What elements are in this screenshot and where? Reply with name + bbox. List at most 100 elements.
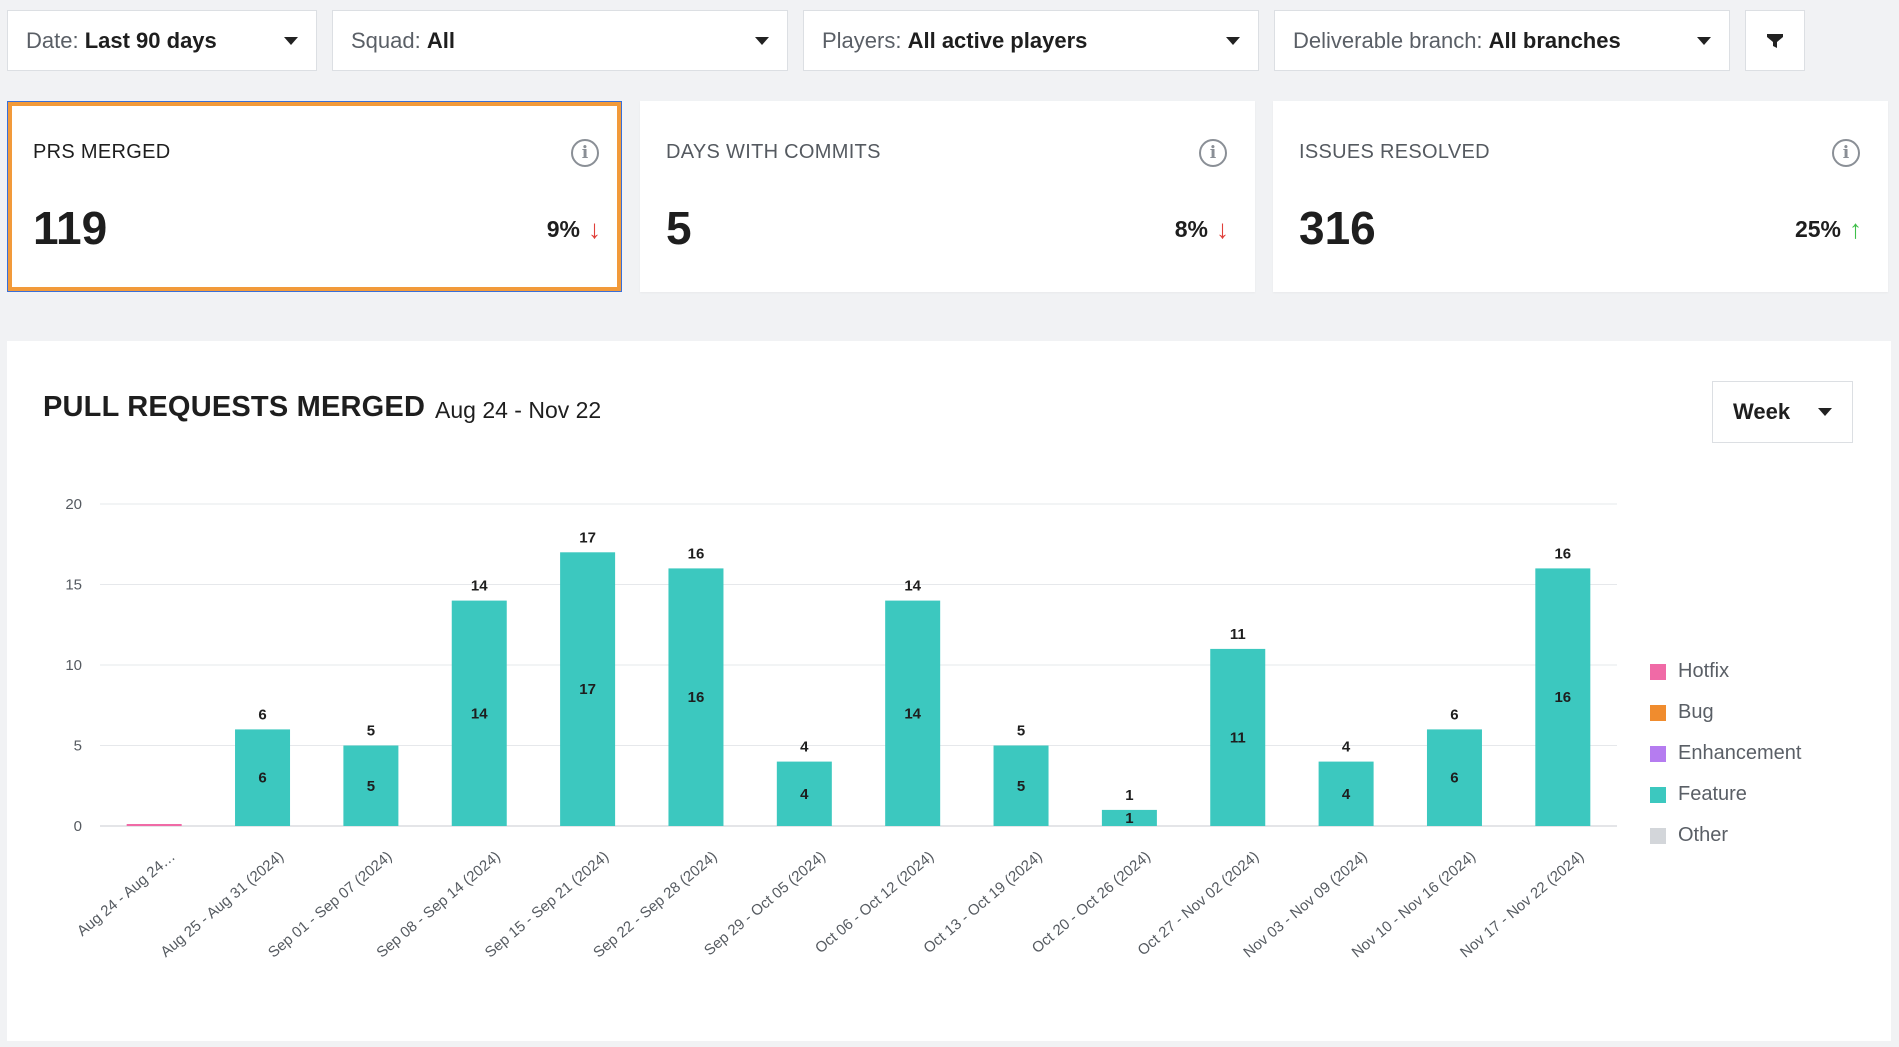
pull-requests-chart-panel: PULL REQUESTS MERGED Aug 24 - Nov 22 Wee… bbox=[7, 341, 1891, 1041]
bar-feature[interactable] bbox=[1426, 729, 1482, 826]
date-filter-dropdown[interactable]: Date: Last 90 days bbox=[7, 10, 317, 71]
legend-item-feature[interactable]: Feature bbox=[1650, 774, 1801, 815]
bar-feature[interactable] bbox=[343, 745, 399, 827]
bar-total-label: 16 bbox=[1554, 545, 1571, 562]
bar-feature[interactable] bbox=[235, 729, 291, 826]
legend-item-enhancement[interactable]: Enhancement bbox=[1650, 733, 1801, 774]
days-with-commits-card[interactable]: DAYS WITH COMMITS i 5 8% ↓ bbox=[640, 101, 1255, 292]
funnel-icon bbox=[1767, 33, 1783, 48]
bar-inner-value-label: 14 bbox=[904, 705, 921, 722]
card-value: 5 bbox=[666, 202, 692, 254]
info-icon[interactable]: i bbox=[571, 139, 599, 167]
bar-total-label: 4 bbox=[1342, 739, 1351, 756]
chevron-down-icon bbox=[284, 36, 298, 45]
bar-feature[interactable] bbox=[668, 568, 724, 826]
bar-feature[interactable] bbox=[993, 745, 1049, 827]
bar-inner-value-label: 1 bbox=[1125, 810, 1133, 827]
delta-percent: 25% bbox=[1794, 216, 1841, 242]
legend-swatch bbox=[1650, 827, 1666, 844]
card-delta: 9% ↓ bbox=[547, 214, 601, 245]
y-tick-label: 0 bbox=[74, 818, 82, 835]
branch-filter-dropdown[interactable]: Deliverable branch: All branches bbox=[1274, 10, 1730, 71]
bar-feature[interactable] bbox=[1318, 761, 1374, 826]
card-title: DAYS WITH COMMITS bbox=[666, 141, 881, 163]
legend-item-bug[interactable]: Bug bbox=[1650, 692, 1801, 733]
legend-swatch bbox=[1650, 704, 1666, 721]
x-tick-label: Oct 20 - Oct 26 (2024) bbox=[1029, 848, 1154, 957]
chart-title: PULL REQUESTS MERGED bbox=[43, 391, 426, 423]
delta-percent: 9% bbox=[546, 216, 580, 242]
prs-merged-card[interactable]: PRS MERGED i 119 9% ↓ bbox=[7, 101, 622, 292]
branch-filter-value: All branches bbox=[1488, 27, 1621, 53]
info-icon[interactable]: i bbox=[1199, 139, 1227, 167]
legend-label: Enhancement bbox=[1678, 742, 1802, 764]
chevron-down-icon bbox=[1226, 36, 1240, 45]
bar-total-label: 6 bbox=[258, 706, 266, 723]
bar-inner-value-label: 14 bbox=[471, 705, 488, 722]
chevron-down-icon bbox=[755, 36, 769, 45]
x-tick-label: Sep 29 - Oct 05 (2024) bbox=[701, 848, 829, 959]
x-tick-label: Oct 27 - Nov 02 (2024) bbox=[1135, 848, 1263, 959]
issues-resolved-card[interactable]: ISSUES RESOLVED i 316 25% ↑ bbox=[1273, 101, 1888, 292]
bar-feature[interactable] bbox=[451, 600, 507, 826]
squad-filter-value: All bbox=[426, 27, 455, 53]
arrow-up-icon: ↑ bbox=[1849, 214, 1862, 244]
bar-total-label: 1 bbox=[1125, 787, 1133, 804]
x-tick-label: Aug 24 - Aug 24… bbox=[74, 848, 179, 940]
bar-total-label: 4 bbox=[800, 739, 809, 756]
y-tick-label: 5 bbox=[74, 738, 82, 755]
date-filter-label: Date: bbox=[26, 27, 85, 53]
bar-inner-value-label: 5 bbox=[367, 778, 375, 795]
bar-feature[interactable] bbox=[885, 600, 941, 826]
bar-inner-value-label: 6 bbox=[1450, 770, 1458, 787]
bar-feature[interactable] bbox=[1101, 809, 1157, 826]
y-tick-label: 20 bbox=[65, 496, 82, 513]
granularity-value: Week bbox=[1733, 399, 1791, 424]
filter-button[interactable] bbox=[1745, 10, 1805, 71]
legend-item-hotfix[interactable]: Hotfix bbox=[1650, 651, 1801, 692]
x-tick-label: Nov 03 - Nov 09 (2024) bbox=[1240, 848, 1370, 961]
bar-total-label: 14 bbox=[904, 578, 921, 595]
players-filter-dropdown[interactable]: Players: All active players bbox=[803, 10, 1259, 71]
legend-swatch bbox=[1650, 786, 1666, 803]
bar-total-label: 11 bbox=[1230, 626, 1246, 643]
x-tick-label: Sep 01 - Sep 07 (2024) bbox=[265, 848, 395, 961]
legend-label: Bug bbox=[1678, 701, 1714, 723]
x-tick-label: Oct 06 - Oct 12 (2024) bbox=[812, 848, 937, 957]
bar-feature[interactable] bbox=[1210, 648, 1266, 826]
chart-date-range: Aug 24 - Nov 22 bbox=[435, 397, 602, 423]
legend-label: Other bbox=[1678, 824, 1729, 846]
legend-swatch bbox=[1650, 745, 1666, 762]
players-filter-label: Players: bbox=[822, 27, 908, 53]
bar-total-label: 14 bbox=[471, 578, 488, 595]
info-icon[interactable]: i bbox=[1832, 139, 1860, 167]
chevron-down-icon bbox=[1697, 36, 1711, 45]
x-tick-label: Sep 15 - Sep 21 (2024) bbox=[482, 848, 612, 961]
card-value: 119 bbox=[33, 202, 108, 254]
x-tick-label: Aug 25 - Aug 31 (2024) bbox=[157, 848, 287, 961]
x-tick-label: Nov 17 - Nov 22 (2024) bbox=[1457, 848, 1587, 961]
legend-label: Feature bbox=[1678, 783, 1747, 805]
legend-item-other[interactable]: Other bbox=[1650, 815, 1801, 856]
card-delta: 25% ↑ bbox=[1795, 214, 1862, 245]
granularity-dropdown[interactable]: Week bbox=[1712, 381, 1853, 443]
x-tick-label: Sep 08 - Sep 14 (2024) bbox=[373, 848, 503, 961]
bar-total-label: 17 bbox=[579, 529, 596, 546]
bar-feature[interactable] bbox=[1535, 568, 1591, 826]
legend-swatch bbox=[1650, 663, 1666, 680]
legend-label: Hotfix bbox=[1678, 660, 1730, 682]
squad-filter-dropdown[interactable]: Squad: All bbox=[332, 10, 788, 71]
squad-filter-label: Squad: bbox=[351, 27, 427, 53]
bar-feature[interactable] bbox=[560, 552, 616, 826]
bar-inner-value-label: 6 bbox=[258, 770, 266, 787]
bar-feature[interactable] bbox=[776, 761, 832, 826]
bar-inner-value-label: 16 bbox=[688, 689, 705, 706]
delta-percent: 8% bbox=[1174, 216, 1208, 242]
branch-filter-label: Deliverable branch: bbox=[1293, 27, 1489, 53]
card-value: 316 bbox=[1299, 202, 1376, 254]
bar-total-label: 5 bbox=[367, 723, 375, 740]
metric-cards: PRS MERGED i 119 9% ↓ DAYS WITH COMMITS … bbox=[7, 101, 1888, 292]
bar-inner-value-label: 4 bbox=[1342, 786, 1351, 803]
card-delta: 8% ↓ bbox=[1175, 214, 1229, 245]
